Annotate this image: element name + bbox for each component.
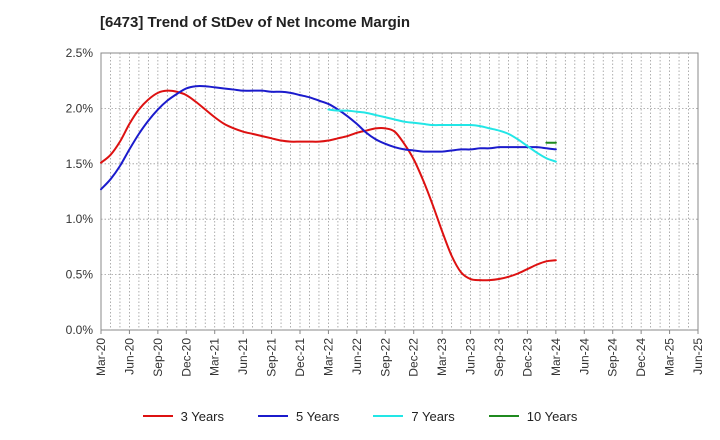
x-tick-label: Dec-23 [520, 338, 534, 377]
x-tick-label: Sep-23 [492, 338, 506, 377]
legend-swatch-5-years [258, 415, 288, 417]
legend-item-7-years: 7 Years [373, 408, 455, 424]
y-tick-label: 0.0% [66, 323, 94, 337]
y-tick-label: 1.0% [66, 212, 94, 226]
x-tick-label: Dec-20 [179, 338, 193, 377]
legend-label-3-years: 3 Years [180, 408, 224, 424]
x-tick-label: Mar-25 [663, 338, 677, 376]
x-tick-label: Mar-20 [94, 338, 108, 376]
series-line-5-years [100, 85, 557, 191]
y-tick-label: 2.5% [66, 46, 94, 60]
legend-label-10-years: 10 Years [526, 408, 578, 424]
x-tick-label: Mar-21 [208, 338, 222, 376]
chart-title: [6473] Trend of StDev of Net Income Marg… [100, 14, 411, 31]
x-tick-label: Jun-21 [236, 338, 250, 375]
legend-swatch-7-years [373, 415, 404, 417]
legend-label-5-years: 5 Years [296, 408, 340, 424]
x-tick-label: Sep-20 [151, 338, 165, 377]
y-tick-label: 2.0% [66, 101, 94, 115]
legend-label-7-years: 7 Years [411, 408, 455, 424]
x-tick-label: Jun-24 [577, 338, 591, 375]
legend-swatch-3-years [142, 415, 173, 417]
x-tick-label: Dec-22 [407, 338, 421, 377]
series-line-7-years [327, 108, 557, 163]
series-line-3-years [100, 89, 557, 282]
x-tick-label: Mar-23 [435, 338, 449, 376]
x-tick-label: Jun-20 [122, 338, 136, 375]
x-tick-label: Sep-22 [378, 338, 392, 377]
legend-item-5-years: 5 Years [258, 409, 339, 424]
legend-item-10-years: 10 Years [488, 408, 578, 424]
x-tick-label: Dec-21 [293, 338, 307, 377]
legend-item-3-years: 3 Years [142, 408, 224, 424]
legend: 3 Years 5 Years 7 Years 10 Years [0, 404, 720, 428]
legend-swatch-10-years [488, 415, 519, 417]
x-tick-label: Jun-25 [691, 338, 705, 375]
x-tick-label: Jun-22 [350, 338, 364, 375]
plot-area [100, 52, 699, 331]
x-tick-label: Mar-22 [321, 338, 335, 376]
x-tick-label: Mar-24 [549, 338, 563, 376]
y-tick-label: 0.5% [66, 268, 94, 282]
x-tick-label: Jun-23 [464, 338, 478, 375]
x-tick-label: Sep-24 [606, 338, 620, 377]
y-tick-label: 1.5% [66, 157, 94, 171]
x-tick-label: Dec-24 [634, 338, 648, 377]
x-tick-label: Sep-21 [265, 338, 279, 377]
